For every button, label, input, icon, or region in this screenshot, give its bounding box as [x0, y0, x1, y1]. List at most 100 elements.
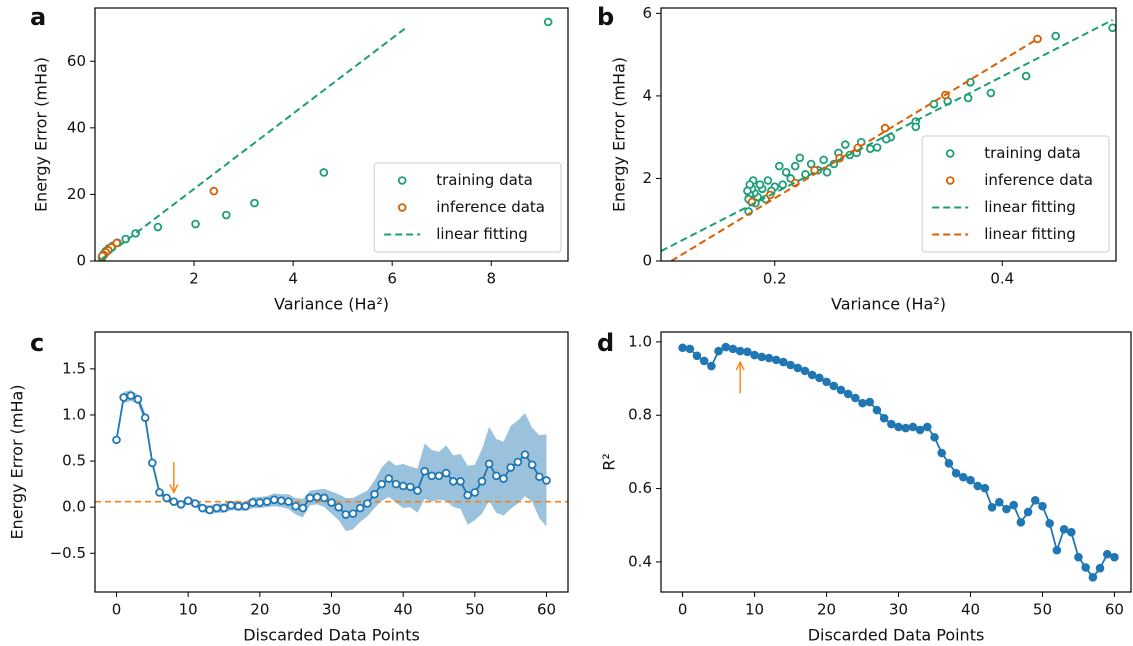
y-tick-label: 1.5: [62, 359, 86, 377]
marker: [427, 471, 437, 481]
y-axis-label: R²: [600, 453, 619, 471]
legend-marker: [945, 149, 955, 158]
marker: [176, 500, 186, 509]
x-axis-label: Discarded Data Points: [243, 626, 420, 645]
marker: [735, 346, 745, 356]
marker: [277, 496, 286, 506]
x-tick-label: 4: [288, 270, 298, 288]
legend-box: [921, 135, 1110, 253]
marker: [441, 468, 451, 478]
marker: [320, 493, 329, 503]
marker: [162, 493, 171, 503]
marker: [543, 17, 553, 27]
marker: [1009, 500, 1018, 510]
axes-frame: [660, 7, 1117, 262]
marker: [370, 489, 379, 499]
y-tick-label: 0: [76, 252, 86, 270]
marker: [1110, 552, 1119, 562]
y-tick-label: 60: [67, 52, 86, 70]
marker: [774, 161, 784, 171]
legend-marker: [397, 176, 407, 185]
legend-box: [373, 162, 562, 253]
y-tick-label: 0.4: [628, 552, 652, 570]
marker: [822, 377, 831, 387]
marker: [851, 393, 860, 403]
marker: [209, 186, 219, 196]
marker: [291, 501, 300, 511]
marker: [470, 488, 480, 497]
marker: [843, 389, 853, 399]
marker: [1095, 563, 1105, 573]
marker: [183, 496, 193, 506]
marker: [506, 463, 515, 472]
marker: [966, 475, 975, 485]
marker: [348, 509, 358, 518]
x-tick-label: 20: [250, 601, 269, 619]
marker: [542, 476, 551, 485]
marker: [771, 355, 781, 365]
legend-label: training data: [984, 144, 1081, 162]
marker: [887, 419, 896, 429]
marker: [790, 161, 800, 171]
marker: [819, 155, 828, 165]
marker: [153, 222, 163, 232]
marker: [944, 458, 954, 468]
marker: [1038, 501, 1047, 511]
marker: [937, 448, 947, 458]
x-tick-label: 0.4: [990, 270, 1014, 288]
panel: 0 10 20 30 40 50 60 0.4 0.6 0.8 1.0 Discarded Data …: [597, 329, 1132, 645]
marker: [872, 143, 882, 152]
marker: [795, 153, 805, 163]
x-tick-label: 20: [817, 601, 836, 619]
series-line: [661, 19, 1114, 252]
marker: [484, 459, 494, 469]
marker: [140, 413, 150, 423]
axes-frame: [94, 331, 569, 593]
x-axis-label: Discarded Data Points: [808, 626, 985, 645]
x-tick-label: 10: [745, 601, 764, 619]
marker: [191, 499, 200, 508]
series-line: [100, 26, 408, 261]
marker: [801, 170, 810, 179]
marker: [384, 474, 394, 483]
marker: [678, 343, 687, 353]
marker: [779, 357, 788, 367]
x-tick-label: 60: [1105, 601, 1124, 619]
marker: [334, 502, 343, 512]
marker: [858, 398, 867, 408]
y-tick-label: 0.5: [62, 452, 86, 470]
marker: [1052, 545, 1062, 555]
marker: [872, 405, 882, 415]
marker: [284, 497, 293, 506]
x-tick-label: 50: [1033, 601, 1052, 619]
legend-label: training data: [436, 171, 533, 189]
marker: [456, 477, 465, 486]
marker: [1066, 527, 1076, 537]
marker: [1081, 563, 1090, 572]
marker: [958, 472, 968, 482]
panel-label: d: [597, 329, 614, 357]
marker: [994, 497, 1004, 507]
marker: [881, 134, 891, 144]
marker: [980, 483, 990, 493]
marker: [520, 450, 530, 459]
legend-label: inference data: [984, 171, 1093, 189]
panel: 0 10 20 30 40 50 60 −0.5 0.0 0.5 1.0 1.5 Discarded D…: [8, 329, 569, 645]
marker: [915, 425, 925, 435]
x-axis-label: Variance (Ha²): [831, 295, 946, 314]
marker: [449, 477, 458, 486]
marker: [133, 395, 143, 404]
marker: [413, 486, 422, 495]
x-tick-label: 8: [486, 270, 496, 288]
y-tick-label: 1.0: [62, 405, 86, 423]
x-tick-label: 30: [322, 601, 341, 619]
marker: [757, 352, 767, 362]
marker: [327, 498, 336, 507]
marker: [363, 499, 372, 508]
marker: [377, 479, 386, 489]
marker: [169, 497, 179, 506]
marker: [829, 381, 839, 391]
marker: [221, 210, 231, 220]
marker: [1102, 549, 1112, 559]
